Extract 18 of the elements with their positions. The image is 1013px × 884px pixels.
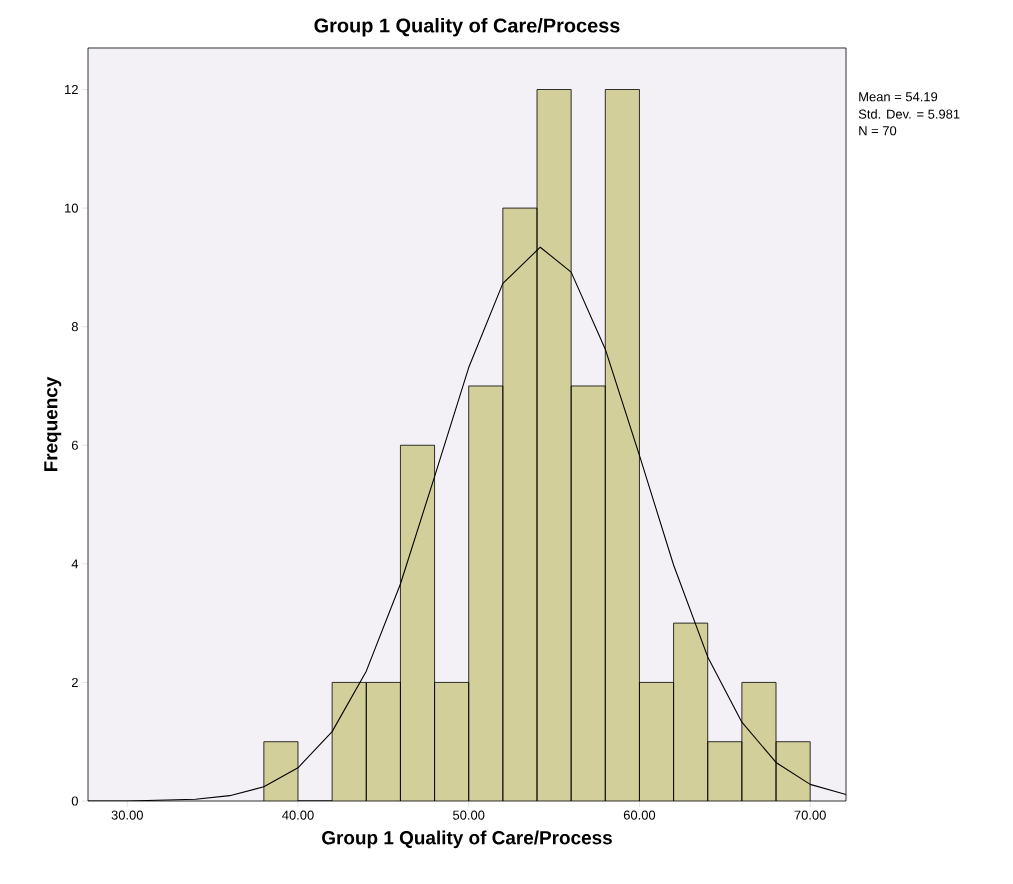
text: Mean = 54.19 bbox=[859, 92, 938, 102]
y-tick-label: 4 bbox=[71, 559, 79, 569]
y-axis-title: Frequency bbox=[44, 376, 62, 472]
chart-title: Group 1 Quality of Care/Process bbox=[314, 17, 620, 37]
x-axis-title: Group 1 Quality of Care/Process bbox=[322, 830, 612, 849]
x-tick-label: 40.00 bbox=[282, 810, 314, 820]
text: N = 70 bbox=[859, 126, 897, 136]
text: Std. Dev. = 5.981 bbox=[858, 109, 960, 119]
x-tick-label: 70.00 bbox=[794, 810, 826, 820]
y-tick-label: 8 bbox=[71, 322, 78, 332]
y-tick-label: 0 bbox=[71, 796, 78, 806]
x-tick-label: 50.00 bbox=[453, 810, 485, 820]
y-tick-label: 2 bbox=[71, 677, 78, 687]
y-tick-label: 12 bbox=[65, 84, 78, 95]
x-tick-label: 30.00 bbox=[111, 810, 143, 820]
y-tick-label: 10 bbox=[65, 203, 78, 213]
y-tick-label: 6 bbox=[71, 440, 78, 450]
x-tick-label: 60.00 bbox=[623, 810, 656, 820]
